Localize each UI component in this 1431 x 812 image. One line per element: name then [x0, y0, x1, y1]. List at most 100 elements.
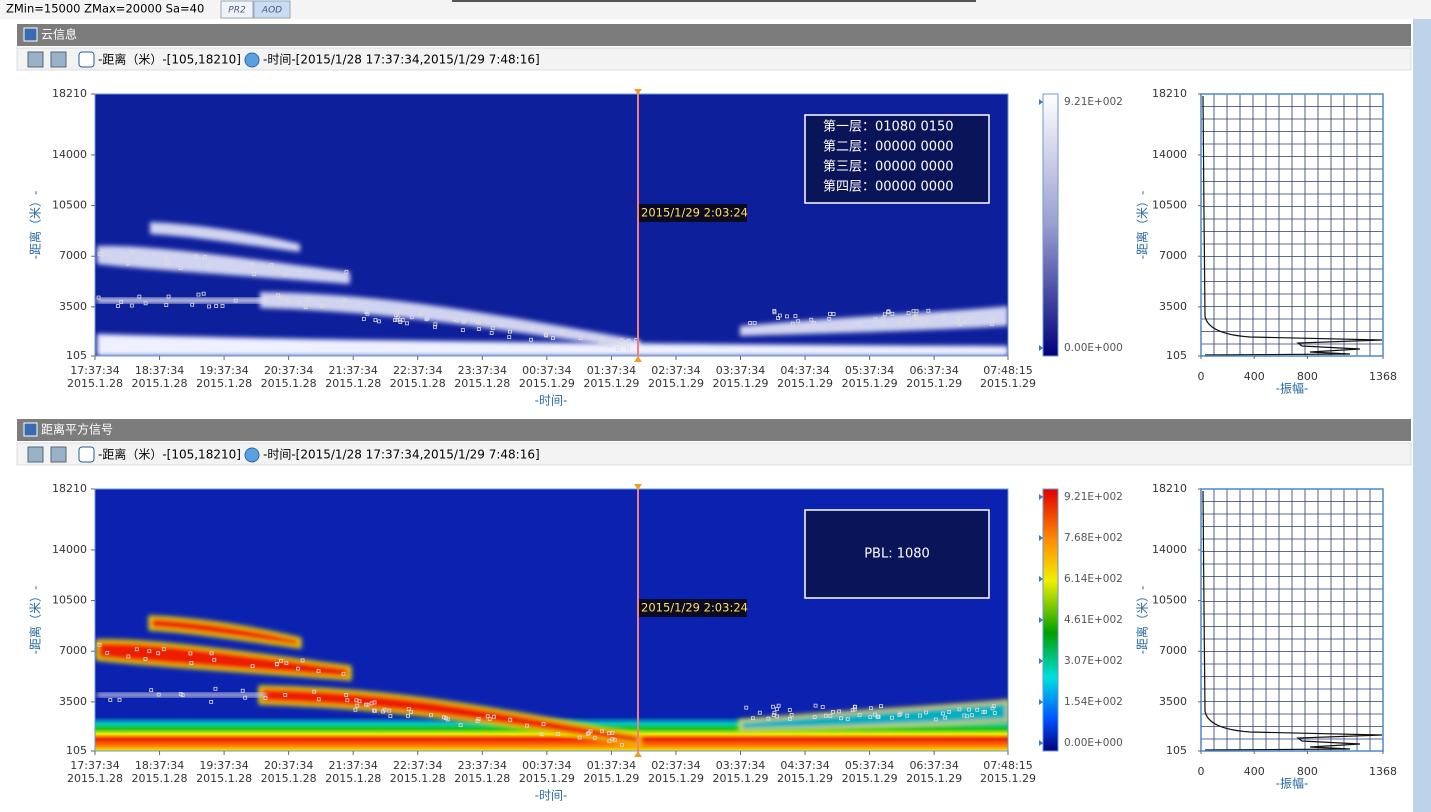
tool-button[interactable]: [27, 446, 44, 463]
tool-button[interactable]: [27, 51, 44, 68]
detection-point: [529, 337, 533, 342]
x-tick-date: 2015.1.29: [906, 772, 962, 785]
cursor-handle[interactable]: [634, 89, 642, 95]
cursor-handle[interactable]: [634, 356, 642, 362]
panel-icon: [23, 422, 38, 437]
detection-point: [252, 272, 257, 277]
detection-point: [924, 710, 928, 715]
time-icon[interactable]: [244, 447, 260, 463]
detection-point: [920, 321, 925, 326]
detection-point: [97, 252, 102, 257]
detection-point: [962, 713, 967, 718]
tab-label[interactable]: AOD: [261, 6, 282, 16]
x-tick-time: 03:37:34: [716, 759, 765, 772]
detection-point: [297, 270, 301, 275]
detection-point: [788, 716, 792, 721]
profile-x-tick-label: 0: [1198, 370, 1205, 383]
x-tick-date: 2015.1.29: [980, 772, 1036, 785]
detection-point: [918, 317, 923, 322]
profile-y-tick-label: 10500: [1152, 199, 1187, 212]
detection-point: [355, 703, 360, 708]
cursor-label-bg: [639, 204, 747, 222]
y-tick-label: 14000: [52, 543, 87, 556]
x-tick-time: 01:37:34: [587, 759, 636, 772]
detection-point: [372, 708, 377, 713]
detection-point: [279, 659, 284, 663]
detection-point: [830, 710, 835, 714]
time-range: -时间-[2015/1/28 17:37:34,2015/1/29 7:48:1…: [263, 448, 540, 462]
colorbar-marker: [1039, 99, 1043, 105]
x-tick-date: 2015.1.29: [519, 772, 575, 785]
x-tick-date: 2015.1.28: [67, 377, 123, 390]
detection-point: [279, 295, 283, 300]
detection-point: [983, 709, 987, 714]
x-tick-time: 01:37:34: [587, 364, 636, 377]
detection-point: [593, 735, 597, 740]
detection-point: [316, 669, 321, 674]
cursor-handle[interactable]: [634, 751, 642, 757]
y-tick-label: 10500: [52, 594, 87, 607]
time-icon[interactable]: [244, 52, 260, 68]
detection-point: [541, 722, 546, 726]
detection-point: [409, 710, 413, 714]
tool-button[interactable]: [50, 51, 67, 68]
detection-point: [831, 311, 836, 316]
detection-point: [377, 319, 381, 324]
tab-label[interactable]: PR2: [228, 6, 246, 16]
detection-point: [607, 739, 612, 744]
tab[interactable]: [220, 0, 254, 19]
detection-point: [147, 649, 152, 654]
cursor-handle[interactable]: [634, 484, 642, 490]
range-icon[interactable]: [78, 51, 95, 68]
detection-point: [956, 316, 960, 321]
x-tick-time: 20:37:34: [264, 364, 313, 377]
aerosol-layer: [148, 615, 302, 649]
profile-x-tick-label: 1368: [1369, 765, 1397, 778]
detection-point: [771, 704, 775, 709]
detection-point: [319, 303, 324, 308]
detection-point: [766, 716, 771, 721]
x-tick-time: 07:48:15: [983, 364, 1032, 377]
detection-point: [990, 321, 994, 326]
colorbar-label: 6.14E+002: [1064, 573, 1123, 585]
detection-point: [284, 661, 289, 666]
range-icon[interactable]: [78, 446, 95, 463]
x-tick-date: 2015.1.28: [325, 377, 381, 390]
x-tick-date: 2015.1.28: [196, 772, 252, 785]
x-tick-time: 23:37:34: [458, 759, 507, 772]
detection-point: [400, 318, 405, 322]
detection-point: [250, 262, 254, 267]
detection-point: [918, 713, 922, 718]
tab[interactable]: [253, 0, 291, 19]
detection-point: [300, 658, 305, 663]
profile-frame: [1200, 488, 1384, 752]
x-axis-label: -时间-: [535, 789, 568, 803]
detection-point: [475, 719, 480, 723]
distance-range: -距离（米）-[105,18210]: [98, 52, 241, 67]
detection-point: [372, 700, 377, 705]
detection-point: [559, 329, 564, 334]
detection-point: [784, 314, 789, 319]
detection-point: [342, 298, 347, 303]
colorbar-marker: [1039, 494, 1043, 500]
detection-point: [857, 322, 862, 327]
detection-point: [898, 320, 902, 325]
detection-point: [507, 335, 512, 340]
ground-layer: [97, 334, 1008, 356]
colorbar: [1042, 93, 1059, 357]
detection-point: [471, 317, 476, 322]
detection-point: [968, 316, 973, 321]
detection-point: [344, 269, 349, 274]
detection-point: [178, 692, 183, 697]
x-tick-time: 07:48:15: [983, 759, 1032, 772]
tool-button[interactable]: [50, 446, 67, 463]
detection-point: [143, 301, 148, 306]
detection-point: [873, 317, 878, 322]
x-tick-date: 2015.1.29: [583, 772, 639, 785]
detection-point: [129, 303, 134, 308]
detection-point: [387, 708, 392, 713]
detection-point: [827, 316, 832, 321]
detection-point: [793, 314, 798, 318]
colorbar-marker: [1039, 617, 1043, 623]
